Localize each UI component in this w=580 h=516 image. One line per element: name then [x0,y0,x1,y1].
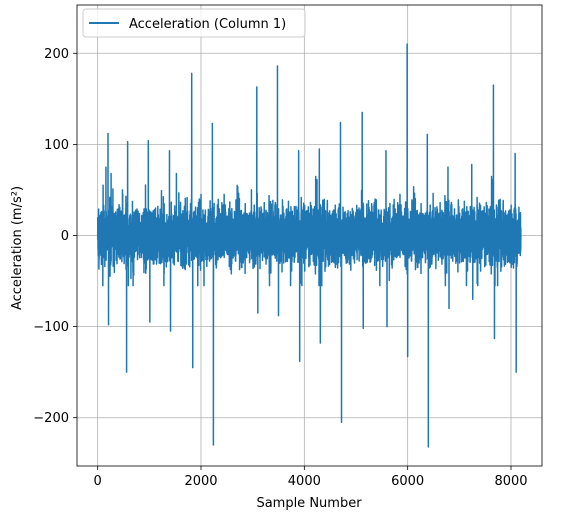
y-tick-label: 0 [61,229,69,244]
x-axis: 0 2000 4000 6000 8000 [94,466,528,489]
x-tick-label: 4000 [288,474,321,489]
x-axis-label: Sample Number [256,496,362,511]
x-tick-label: 8000 [494,474,527,489]
y-tick-label: −200 [33,411,69,426]
x-tick-label: 0 [94,474,102,489]
legend-entry-label: Acceleration (Column 1) [129,17,286,32]
y-tick-label: 200 [44,47,69,62]
series-line-acceleration [96,43,522,448]
x-tick-label: 6000 [391,474,424,489]
y-tick-label: 100 [44,138,69,153]
y-axis: −200 −100 0 100 200 [33,47,77,426]
y-axis-label: Acceleration (m/s²) [10,186,25,310]
legend-box [82,8,306,38]
legend: Acceleration (Column 1) [82,8,306,38]
y-tick-label: −100 [33,320,69,335]
series-layer [96,43,522,448]
x-tick-label: 2000 [184,474,217,489]
